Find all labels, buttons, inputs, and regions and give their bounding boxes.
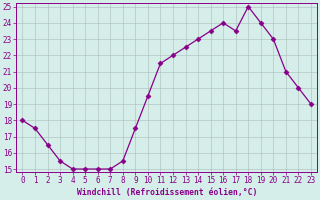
X-axis label: Windchill (Refroidissement éolien,°C): Windchill (Refroidissement éolien,°C) bbox=[76, 188, 257, 197]
